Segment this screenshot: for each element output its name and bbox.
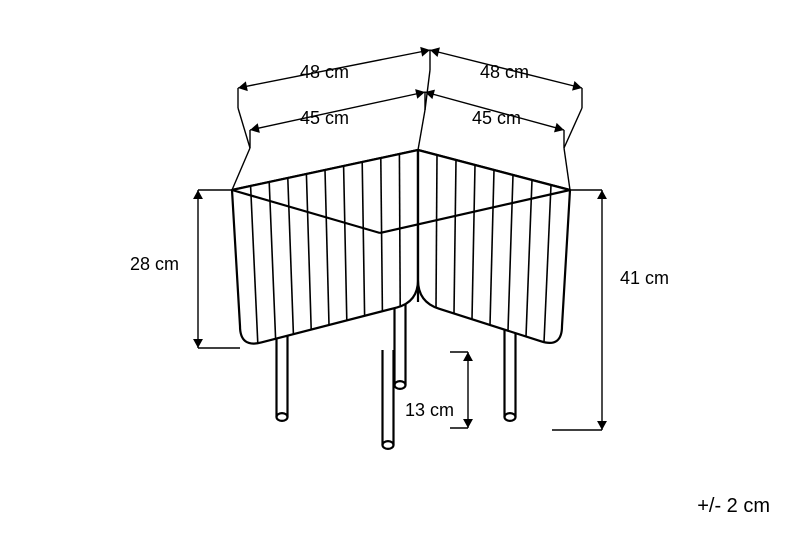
- dim-width-inner: 45 cm: [300, 108, 349, 129]
- diagram-stage: 48 cm 48 cm 45 cm 45 cm 28 cm 13 cm 41 c…: [0, 0, 800, 533]
- dim-depth-inner: 45 cm: [472, 108, 521, 129]
- dim-leg-height: 13 cm: [405, 400, 454, 421]
- dim-depth-outer: 48 cm: [480, 62, 529, 83]
- dim-body-height: 28 cm: [130, 254, 179, 275]
- tolerance-note: +/- 2 cm: [697, 495, 770, 518]
- diagram-svg: [0, 0, 800, 533]
- dim-total-height: 41 cm: [620, 268, 669, 289]
- dim-width-outer: 48 cm: [300, 62, 349, 83]
